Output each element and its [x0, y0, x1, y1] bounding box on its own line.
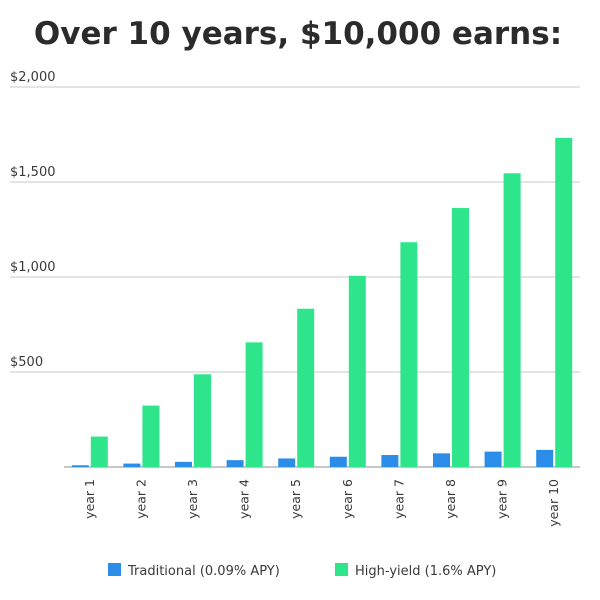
bar-traditional	[175, 461, 192, 467]
x-tick-label: year 9	[495, 479, 510, 519]
bar-traditional	[123, 463, 141, 467]
bar-high-yield	[90, 436, 108, 467]
x-tick-label: year 5	[288, 479, 303, 519]
bars-layer	[71, 137, 573, 468]
legend-swatch	[108, 563, 121, 576]
y-tick-label: $1,500	[10, 165, 56, 180]
bar-high-yield	[400, 242, 418, 467]
x-axis: year 1 year 2 year 3 year 4 year 5 year 6 year…	[82, 479, 561, 527]
legend: Traditional (0.09% APY) High-yield (1.6% …	[108, 563, 496, 579]
x-tick-label: year 6	[340, 479, 355, 519]
x-tick-label: year 2	[133, 479, 148, 519]
bar-traditional	[278, 458, 296, 467]
bar-high-yield	[348, 275, 366, 467]
chart-title: Over 10 years, $10,000 earns:	[34, 16, 562, 52]
x-tick-label: year 1	[82, 479, 97, 519]
bar-traditional	[226, 460, 244, 467]
bar-high-yield	[142, 405, 160, 467]
bar-high-yield	[555, 137, 573, 468]
bar-traditional	[329, 456, 347, 467]
y-tick-label: $1,000	[10, 260, 56, 275]
y-tick-label: $2,000	[10, 70, 56, 85]
legend-swatch	[335, 563, 348, 576]
x-tick-label: year 10	[546, 479, 561, 527]
x-tick-label: year 4	[237, 479, 252, 519]
bar-high-yield	[503, 173, 521, 467]
legend-label: High-yield (1.6% APY)	[355, 564, 496, 579]
bar-high-yield	[194, 374, 211, 467]
bar-traditional	[381, 455, 399, 467]
bar-traditional	[536, 449, 554, 467]
bar-traditional	[433, 453, 450, 467]
y-tick-label: $500	[10, 355, 43, 370]
bar-high-yield	[452, 208, 469, 467]
bar-high-yield	[245, 342, 263, 467]
grid-layer: $500 $1,000 $1,500 $2,000	[10, 70, 580, 468]
x-tick-label: year 3	[185, 479, 200, 519]
bar-high-yield	[297, 308, 315, 467]
x-tick-label: year 7	[391, 479, 406, 519]
x-tick-label: year 8	[443, 479, 458, 519]
bar-traditional	[484, 451, 502, 467]
legend-label: Traditional (0.09% APY)	[127, 564, 280, 579]
bar-traditional	[71, 465, 89, 467]
